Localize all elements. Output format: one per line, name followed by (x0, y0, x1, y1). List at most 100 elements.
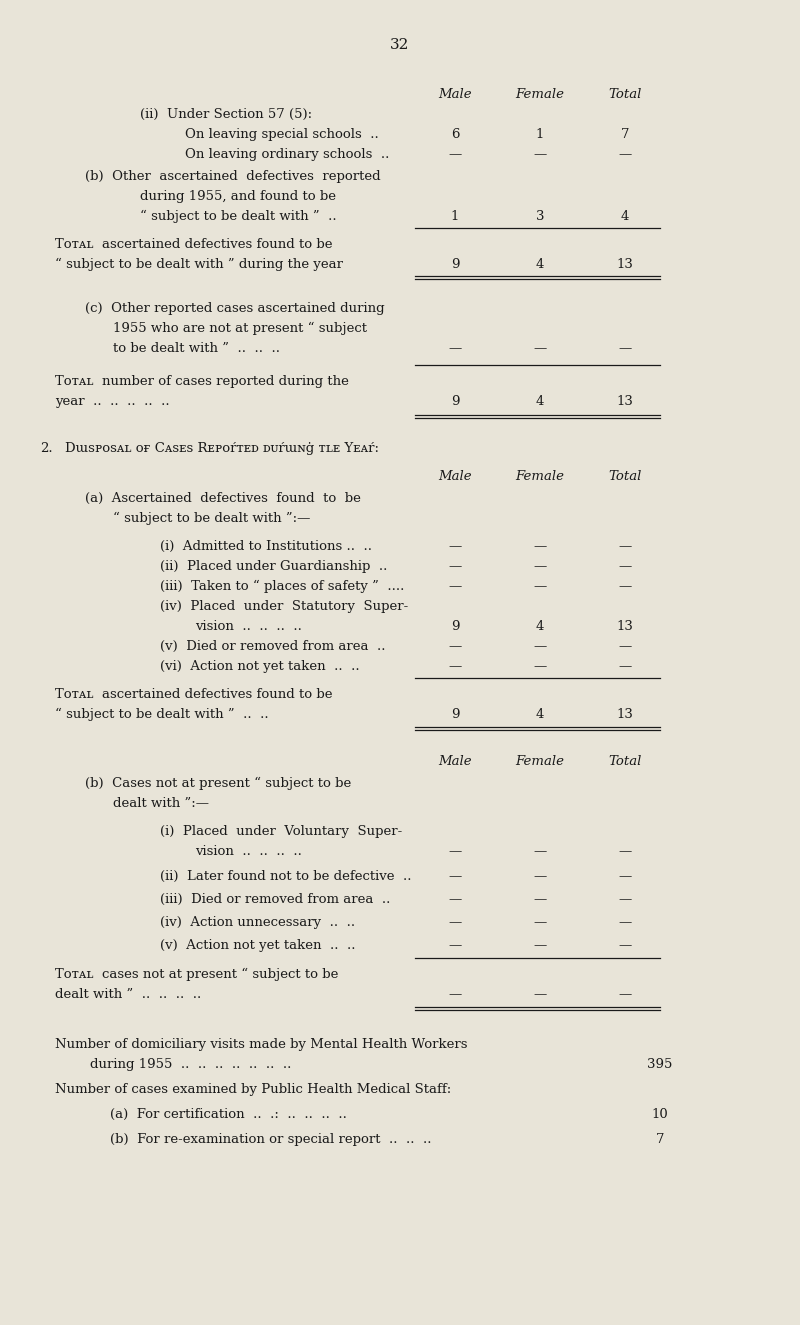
Text: dealt with ”:—: dealt with ”:— (113, 798, 209, 810)
Text: —: — (448, 560, 462, 572)
Text: (i)  Placed  under  Voluntary  Super-: (i) Placed under Voluntary Super- (160, 825, 402, 837)
Text: (c)  Other reported cases ascertained during: (c) Other reported cases ascertained dur… (85, 302, 385, 315)
Text: —: — (618, 580, 632, 594)
Text: 4: 4 (536, 620, 544, 633)
Text: vision  ..  ..  ..  ..: vision .. .. .. .. (195, 620, 302, 633)
Text: —: — (448, 640, 462, 653)
Text: —: — (534, 871, 546, 882)
Text: “ subject to be dealt with ”:—: “ subject to be dealt with ”:— (113, 511, 310, 525)
Text: Number of cases examined by Public Health Medical Staff:: Number of cases examined by Public Healt… (55, 1083, 451, 1096)
Text: Total: Total (608, 755, 642, 768)
Text: 32: 32 (390, 38, 410, 52)
Text: —: — (534, 893, 546, 906)
Text: —: — (534, 845, 546, 859)
Text: dealt with ”  ..  ..  ..  ..: dealt with ” .. .. .. .. (55, 988, 202, 1000)
Text: 9: 9 (450, 620, 459, 633)
Text: —: — (534, 342, 546, 355)
Text: (iii)  Taken to “ places of safety ”  ....: (iii) Taken to “ places of safety ” .... (160, 580, 404, 594)
Text: 9: 9 (450, 258, 459, 272)
Text: —: — (534, 916, 546, 929)
Text: —: — (448, 893, 462, 906)
Text: —: — (448, 939, 462, 951)
Text: —: — (618, 845, 632, 859)
Text: “ subject to be dealt with ”  ..  ..: “ subject to be dealt with ” .. .. (55, 708, 269, 721)
Text: —: — (448, 871, 462, 882)
Text: Male: Male (438, 470, 472, 484)
Text: (b)  Other  ascertained  defectives  reported: (b) Other ascertained defectives reporte… (85, 170, 381, 183)
Text: 7: 7 (621, 129, 630, 140)
Text: —: — (448, 342, 462, 355)
Text: (iv)  Placed  under  Statutory  Super-: (iv) Placed under Statutory Super- (160, 600, 408, 613)
Text: 13: 13 (617, 258, 634, 272)
Text: —: — (618, 640, 632, 653)
Text: 9: 9 (450, 708, 459, 721)
Text: (b)  Cases not at present “ subject to be: (b) Cases not at present “ subject to be (85, 776, 351, 790)
Text: —: — (448, 148, 462, 162)
Text: Female: Female (515, 470, 565, 484)
Text: 4: 4 (621, 209, 629, 223)
Text: (v)  Action not yet taken  ..  ..: (v) Action not yet taken .. .. (160, 939, 355, 951)
Text: 2.: 2. (40, 443, 53, 454)
Text: —: — (448, 660, 462, 673)
Text: “ subject to be dealt with ” during the year: “ subject to be dealt with ” during the … (55, 258, 343, 272)
Text: Female: Female (515, 87, 565, 101)
Text: 1: 1 (536, 129, 544, 140)
Text: 6: 6 (450, 129, 459, 140)
Text: —: — (448, 845, 462, 859)
Text: —: — (448, 580, 462, 594)
Text: (v)  Died or removed from area  ..: (v) Died or removed from area .. (160, 640, 386, 653)
Text: Dɯsᴘᴏѕᴀʟ ᴏғ Cᴀѕᴇѕ Rᴇᴘᴏŕᴛᴇᴅ ᴅᴜŕɯɴġ ᴛʟᴇ Yᴇᴀŕ:: Dɯsᴘᴏѕᴀʟ ᴏғ Cᴀѕᴇѕ Rᴇᴘᴏŕᴛᴇᴅ ᴅᴜŕɯɴġ ᴛʟᴇ Yᴇ… (65, 443, 379, 454)
Text: —: — (618, 342, 632, 355)
Text: Tᴏᴛᴀʟ  number of cases reported during the: Tᴏᴛᴀʟ number of cases reported during th… (55, 375, 349, 388)
Text: —: — (618, 560, 632, 572)
Text: Number of domiciliary visits made by Mental Health Workers: Number of domiciliary visits made by Men… (55, 1037, 467, 1051)
Text: —: — (448, 541, 462, 553)
Text: 1955 who are not at present “ subject: 1955 who are not at present “ subject (113, 322, 367, 335)
Text: 7: 7 (656, 1133, 664, 1146)
Text: —: — (534, 541, 546, 553)
Text: —: — (534, 580, 546, 594)
Text: (ii)  Later found not to be defective  ..: (ii) Later found not to be defective .. (160, 871, 411, 882)
Text: 4: 4 (536, 258, 544, 272)
Text: 13: 13 (617, 708, 634, 721)
Text: (iv)  Action unnecessary  ..  ..: (iv) Action unnecessary .. .. (160, 916, 355, 929)
Text: (ii)  Placed under Guardianship  ..: (ii) Placed under Guardianship .. (160, 560, 387, 572)
Text: (a)  For certification  ..  .:  ..  ..  ..  ..: (a) For certification .. .: .. .. .. .. (110, 1108, 347, 1121)
Text: to be dealt with ”  ..  ..  ..: to be dealt with ” .. .. .. (113, 342, 280, 355)
Text: —: — (618, 871, 632, 882)
Text: (ii)  Under Section 57 (5):: (ii) Under Section 57 (5): (140, 109, 312, 121)
Text: 4: 4 (536, 708, 544, 721)
Text: On leaving ordinary schools  ..: On leaving ordinary schools .. (185, 148, 390, 162)
Text: (b)  For re-examination or special report  ..  ..  ..: (b) For re-examination or special report… (110, 1133, 431, 1146)
Text: Tᴏᴛᴀʟ  ascertained defectives found to be: Tᴏᴛᴀʟ ascertained defectives found to be (55, 688, 333, 701)
Text: 3: 3 (536, 209, 544, 223)
Text: —: — (534, 988, 546, 1000)
Text: —: — (534, 660, 546, 673)
Text: Total: Total (608, 470, 642, 484)
Text: —: — (534, 640, 546, 653)
Text: —: — (534, 939, 546, 951)
Text: —: — (618, 660, 632, 673)
Text: Tᴏᴛᴀʟ  ascertained defectives found to be: Tᴏᴛᴀʟ ascertained defectives found to be (55, 238, 333, 250)
Text: (i)  Admitted to Institutions ..  ..: (i) Admitted to Institutions .. .. (160, 541, 372, 553)
Text: Total: Total (608, 87, 642, 101)
Text: 395: 395 (647, 1057, 673, 1071)
Text: Tᴏᴛᴀʟ  cases not at present “ subject to be: Tᴏᴛᴀʟ cases not at present “ subject to … (55, 969, 338, 982)
Text: 9: 9 (450, 395, 459, 408)
Text: —: — (534, 560, 546, 572)
Text: —: — (618, 893, 632, 906)
Text: Male: Male (438, 755, 472, 768)
Text: —: — (534, 148, 546, 162)
Text: vision  ..  ..  ..  ..: vision .. .. .. .. (195, 845, 302, 859)
Text: 4: 4 (536, 395, 544, 408)
Text: 10: 10 (652, 1108, 668, 1121)
Text: “ subject to be dealt with ”  ..: “ subject to be dealt with ” .. (140, 209, 337, 223)
Text: 1: 1 (451, 209, 459, 223)
Text: (a)  Ascertained  defectives  found  to  be: (a) Ascertained defectives found to be (85, 492, 361, 505)
Text: year  ..  ..  ..  ..  ..: year .. .. .. .. .. (55, 395, 170, 408)
Text: —: — (618, 988, 632, 1000)
Text: during 1955  ..  ..  ..  ..  ..  ..  ..: during 1955 .. .. .. .. .. .. .. (90, 1057, 291, 1071)
Text: —: — (618, 541, 632, 553)
Text: —: — (618, 916, 632, 929)
Text: —: — (618, 148, 632, 162)
